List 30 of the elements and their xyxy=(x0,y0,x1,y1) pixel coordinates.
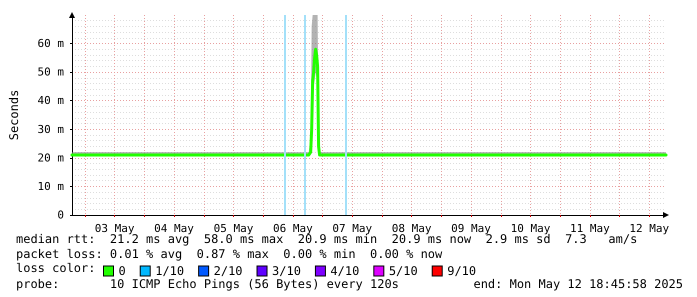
y-tick-label: 0 xyxy=(57,208,64,222)
x-tick-label: 10 May xyxy=(510,222,551,235)
y-tick-label: 40 m xyxy=(38,94,64,108)
y-tick-label: 60 m xyxy=(38,37,64,50)
legend-label: 5/10 xyxy=(388,264,418,278)
line-series xyxy=(70,48,668,156)
y-tick-label: 30 m xyxy=(38,122,64,136)
x-tick-label: 12 May xyxy=(629,222,670,235)
legend-label: 0 xyxy=(118,264,126,278)
text: packet loss: 0.01 % avg 0.87 % max 0.00 % min 0.00 % now xyxy=(16,247,444,261)
legend-title: loss color: xyxy=(16,261,96,275)
text: end: Mon May 12 18:45:58 2025 xyxy=(473,277,683,291)
y-tick-label: 10 m xyxy=(38,180,64,193)
x-tick-label: 11 May xyxy=(570,222,610,235)
x-tick-label: 05 May xyxy=(214,222,254,235)
x-tick-label: 07 May xyxy=(332,222,372,235)
x-tick-label: 06 May xyxy=(272,222,314,235)
legend-label: 1/10 xyxy=(155,264,184,278)
x-tick-label: 03 May xyxy=(94,222,135,235)
legend-label: 2/10 xyxy=(214,264,243,278)
x-tick-label: 08 May xyxy=(392,222,432,235)
legend-label: 4/10 xyxy=(330,264,360,278)
y-tick-label: 20 m xyxy=(38,151,64,164)
x-tick-label: 09 May xyxy=(451,222,492,235)
y-tick-label: 50 m xyxy=(38,66,64,79)
text: probe: 10 ICMP Echo Pings (56 Bytes) every 120s xyxy=(16,277,399,291)
legend-label: 3/10 xyxy=(272,264,301,278)
legend-label: 9/10 xyxy=(447,264,476,278)
x-tick-label: 04 May xyxy=(154,222,194,235)
y-axis-title: Seconds xyxy=(7,90,21,140)
